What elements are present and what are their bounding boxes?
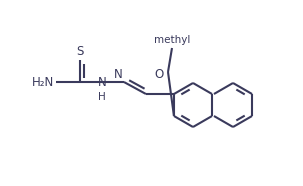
Text: N: N <box>98 76 106 89</box>
Text: N: N <box>114 68 123 81</box>
Text: H: H <box>98 92 106 102</box>
Text: methyl: methyl <box>154 35 190 45</box>
Text: O: O <box>155 68 164 81</box>
Text: H₂N: H₂N <box>32 76 54 89</box>
Text: S: S <box>76 45 84 58</box>
